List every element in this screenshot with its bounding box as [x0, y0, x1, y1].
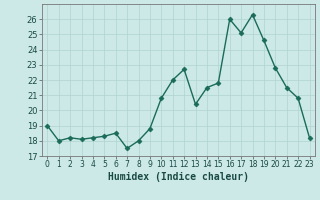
X-axis label: Humidex (Indice chaleur): Humidex (Indice chaleur)	[108, 172, 249, 182]
